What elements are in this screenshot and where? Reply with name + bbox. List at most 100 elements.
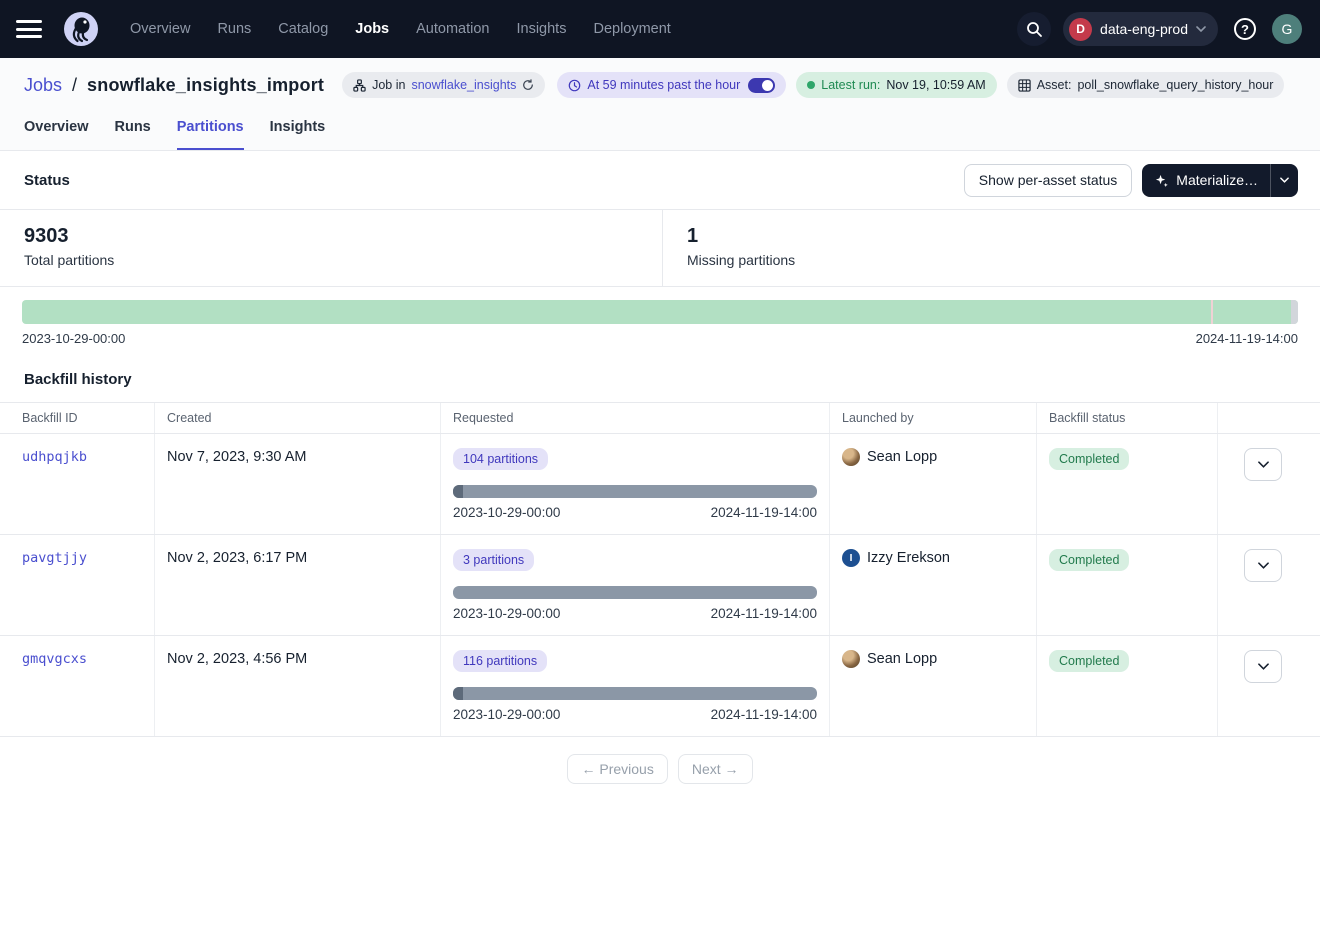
backfill-id-link[interactable]: pavgtjjy [22, 550, 88, 566]
asset-link[interactable]: poll_snowflake_query_history_hour [1077, 78, 1274, 92]
launched-by-name: Izzy Erekson [867, 550, 950, 566]
schedule-badge[interactable]: At 59 minutes past the hour [557, 72, 787, 98]
deployment-name: data-eng-prod [1100, 21, 1188, 37]
materialize-button[interactable]: Materialize… [1142, 163, 1270, 197]
column-header-launched-by: Launched by [830, 403, 1037, 433]
launched-by-name: Sean Lopp [867, 651, 938, 667]
requested-partitions-pill[interactable]: 3 partitions [453, 549, 535, 571]
materialize-dropdown-button[interactable] [1270, 163, 1298, 197]
latest-run-label: Latest run: [821, 78, 881, 92]
latest-run-value[interactable]: Nov 19, 10:59 AM [886, 78, 986, 92]
missing-partitions-value: 1 [687, 225, 699, 247]
backfill-status-badge: Completed [1049, 448, 1130, 470]
backfill-range-bar[interactable] [453, 586, 817, 599]
user-avatar[interactable]: G [1272, 14, 1302, 44]
backfill-status-badge: Completed [1049, 549, 1130, 571]
previous-page-button[interactable]: ← Previous [567, 754, 668, 784]
requested-partitions-pill[interactable]: 104 partitions [453, 448, 549, 470]
backfill-row-menu-button[interactable] [1244, 549, 1282, 582]
partition-failed-marker [1211, 300, 1214, 324]
chevron-down-icon [1196, 26, 1206, 32]
job-location-link[interactable]: snowflake_insights [411, 78, 517, 92]
run-status-dot [807, 81, 816, 89]
nav-item-overview[interactable]: Overview [130, 21, 191, 37]
help-icon: ? [1234, 18, 1256, 40]
backfill-range-end: 2024-11-19-14:00 [710, 505, 817, 520]
materialize-label: Materialize… [1176, 172, 1258, 188]
job-location-badge[interactable]: Job in snowflake_insights [342, 72, 546, 98]
backfill-id-link[interactable]: udhpqjkb [22, 449, 88, 465]
tab-runs[interactable]: Runs [114, 119, 151, 135]
backfill-range-start: 2023-10-29-00:00 [453, 707, 561, 722]
column-header-created: Created [155, 403, 441, 433]
total-partitions-value: 9303 [24, 225, 69, 247]
search-icon [1027, 22, 1042, 37]
partition-health-bar[interactable] [22, 300, 1298, 324]
backfill-range-bar[interactable] [453, 485, 817, 498]
missing-partitions-label: Missing partitions [687, 252, 796, 268]
reload-icon[interactable] [522, 79, 534, 91]
nav-item-catalog[interactable]: Catalog [278, 21, 329, 37]
backfill-range-start: 2023-10-29-00:00 [453, 505, 561, 520]
page-title: snowflake_insights_import [87, 74, 325, 95]
status-header-row: Status Show per-asset status Materialize… [0, 151, 1320, 210]
launched-by-name: Sean Lopp [867, 449, 938, 465]
backfill-created: Nov 7, 2023, 9:30 AM [167, 449, 307, 465]
clock-icon [569, 79, 581, 91]
backfill-range-end: 2024-11-19-14:00 [710, 606, 817, 621]
requested-partitions-pill[interactable]: 116 partitions [453, 650, 548, 672]
backfill-range-end: 2024-11-19-14:00 [710, 707, 817, 722]
backfill-row: pavgtjjy Nov 2, 2023, 6:17 PM 3 partitio… [0, 535, 1320, 636]
chevron-down-icon [1280, 177, 1289, 183]
job-graph-icon [353, 78, 366, 92]
asset-badge[interactable]: Asset: poll_snowflake_query_history_hour [1006, 72, 1285, 98]
nav-item-automation[interactable]: Automation [416, 21, 490, 37]
launched-by-avatar [842, 448, 860, 466]
search-button[interactable] [1017, 12, 1052, 46]
nav-item-insights[interactable]: Insights [516, 21, 567, 37]
breadcrumb-jobs-link[interactable]: Jobs [24, 74, 63, 95]
backfill-id-link[interactable]: gmqvgcxs [22, 651, 88, 667]
backfill-table-header: Backfill ID Created Requested Launched b… [0, 402, 1320, 434]
top-navigation: Overview Runs Catalog Jobs Automation In… [0, 0, 1320, 58]
deployment-badge: D [1069, 17, 1093, 41]
help-button[interactable]: ? [1230, 14, 1260, 44]
deployment-switcher[interactable]: D data-eng-prod [1063, 12, 1218, 46]
dagster-logo-icon[interactable] [62, 10, 100, 48]
partition-health-bar-section: 2023-10-29-00:00 2024-11-19-14:00 [0, 287, 1320, 346]
tab-overview[interactable]: Overview [24, 119, 89, 135]
breadcrumb-separator: / [72, 74, 78, 95]
backfill-row-menu-button[interactable] [1244, 448, 1282, 481]
latest-run-badge[interactable]: Latest run: Nov 19, 10:59 AM [796, 72, 997, 98]
tab-insights[interactable]: Insights [269, 119, 326, 135]
launched-by-avatar [842, 650, 860, 668]
backfill-row-menu-button[interactable] [1244, 650, 1282, 683]
next-page-button[interactable]: Next → [677, 754, 753, 784]
materialize-button-group: Materialize… [1142, 163, 1298, 197]
page-header: Jobs / snowflake_insights_import Job in … [0, 58, 1320, 151]
partition-stats: 9303 Total partitions 1 Missing partitio… [0, 210, 1320, 287]
nav-item-deployment[interactable]: Deployment [593, 21, 671, 37]
column-header-backfill-id: Backfill ID [0, 403, 155, 433]
nav-item-jobs[interactable]: Jobs [355, 21, 390, 37]
chevron-down-icon [1257, 562, 1269, 569]
tab-partitions[interactable]: Partitions [176, 119, 244, 150]
backfill-status-badge: Completed [1049, 650, 1130, 672]
backfill-range-bar[interactable] [453, 687, 817, 700]
total-partitions-stat: 9303 Total partitions [0, 210, 663, 286]
backfill-created: Nov 2, 2023, 4:56 PM [167, 651, 308, 667]
menu-icon[interactable] [16, 20, 42, 38]
column-header-backfill-status: Backfill status [1037, 403, 1218, 433]
nav-item-runs[interactable]: Runs [217, 21, 252, 37]
show-per-asset-status-button[interactable]: Show per-asset status [963, 163, 1133, 197]
total-partitions-label: Total partitions [24, 252, 115, 268]
partition-missing-segment [1291, 300, 1298, 324]
backfill-row: udhpqjkb Nov 7, 2023, 9:30 AM 104 partit… [0, 434, 1320, 535]
column-header-actions [1218, 403, 1320, 433]
asset-label: Asset: [1036, 78, 1072, 92]
schedule-toggle[interactable] [748, 77, 776, 93]
job-badge-prefix: Job in [372, 78, 406, 92]
breadcrumb: Jobs / snowflake_insights_import Job in … [0, 58, 1320, 98]
backfill-created: Nov 2, 2023, 6:17 PM [167, 550, 308, 566]
asset-grid-icon [1018, 78, 1031, 92]
